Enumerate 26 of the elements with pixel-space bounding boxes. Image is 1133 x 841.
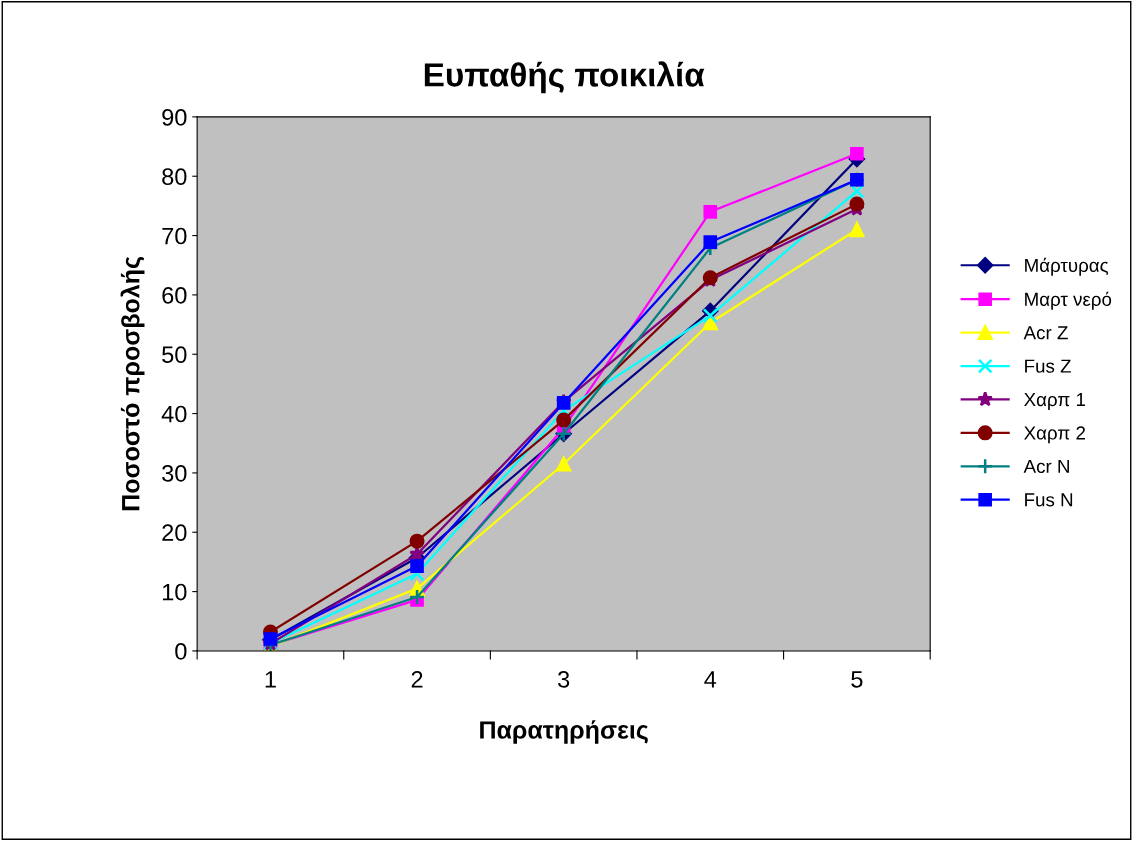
legend-label: Χαρπ 2 <box>1024 426 1085 444</box>
x-tick-label: 4 <box>704 671 717 688</box>
x-tick-label: 3 <box>558 671 570 688</box>
y-tick-label: 50 <box>162 346 187 364</box>
x-tick-label: 1 <box>265 671 276 688</box>
x-tick-label: 2 <box>411 671 423 688</box>
y-tick-label: 40 <box>161 405 187 423</box>
y-tick-label: 60 <box>162 286 187 304</box>
y-tick-label: 0 <box>175 643 187 660</box>
y-tick-label: 90 <box>162 108 187 126</box>
y-tick-label: 10 <box>162 583 187 601</box>
chart-title: Ευπαθής ποικιλία <box>424 61 705 94</box>
legend-label: Fus Z <box>1025 359 1071 373</box>
legend-label: Χαρπ 1 <box>1024 393 1086 410</box>
legend-label: Μαρτ νερό <box>1025 291 1112 310</box>
y-tick-label: 80 <box>162 168 187 186</box>
y-axis-title: Ποσοστό προσβολής <box>120 256 145 511</box>
y-tick-label: 70 <box>162 227 187 245</box>
y-tick-label: 20 <box>162 524 187 542</box>
x-tick-label: 5 <box>851 671 863 688</box>
legend-label: Μάρτυρας <box>1025 257 1109 276</box>
x-axis-title: Παρατηρήσεις <box>480 720 648 744</box>
legend-label: Acr N <box>1023 459 1069 474</box>
y-tick-label: 30 <box>162 464 187 482</box>
legend-label: Acr Z <box>1023 326 1068 340</box>
legend-label: Fus N <box>1025 493 1073 507</box>
